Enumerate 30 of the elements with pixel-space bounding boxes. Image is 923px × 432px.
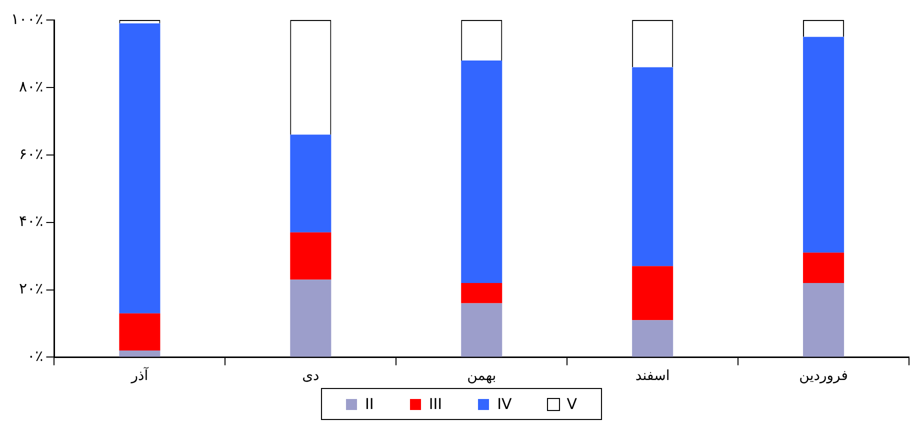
bar [290, 232, 332, 280]
bar [290, 280, 332, 357]
bar [119, 313, 160, 350]
y-tick-label: ۲۰٪ [19, 280, 44, 298]
x-tick-label: بهمن [467, 368, 496, 384]
legend-label: IV [497, 395, 512, 413]
y-tick-label: ۴۰٪ [19, 212, 44, 230]
y-tick-label: ۱۰۰٪ [10, 10, 44, 28]
bar [119, 350, 160, 357]
legend-label: II [364, 395, 374, 413]
x-tick-label: فروردین [799, 368, 848, 384]
y-tick-label: ۶۰٪ [19, 144, 44, 163]
bar [803, 283, 844, 357]
bar [119, 23, 160, 314]
bar [632, 266, 674, 320]
bar [290, 134, 332, 232]
y-tick-label: ۰٪ [27, 347, 44, 366]
bar [632, 67, 674, 266]
x-tick-label: دی [302, 368, 320, 384]
legend-label: V [566, 395, 578, 413]
legend-label: III [428, 395, 442, 413]
bar [461, 303, 502, 357]
bar [461, 60, 502, 284]
bar [632, 320, 674, 357]
bar [803, 252, 844, 284]
x-tick-label: اسفند [635, 368, 670, 384]
y-tick-label: ۸۰٪ [19, 77, 44, 96]
bar [803, 36, 844, 253]
bar [461, 283, 502, 304]
x-tick-label: آذر [130, 366, 150, 384]
